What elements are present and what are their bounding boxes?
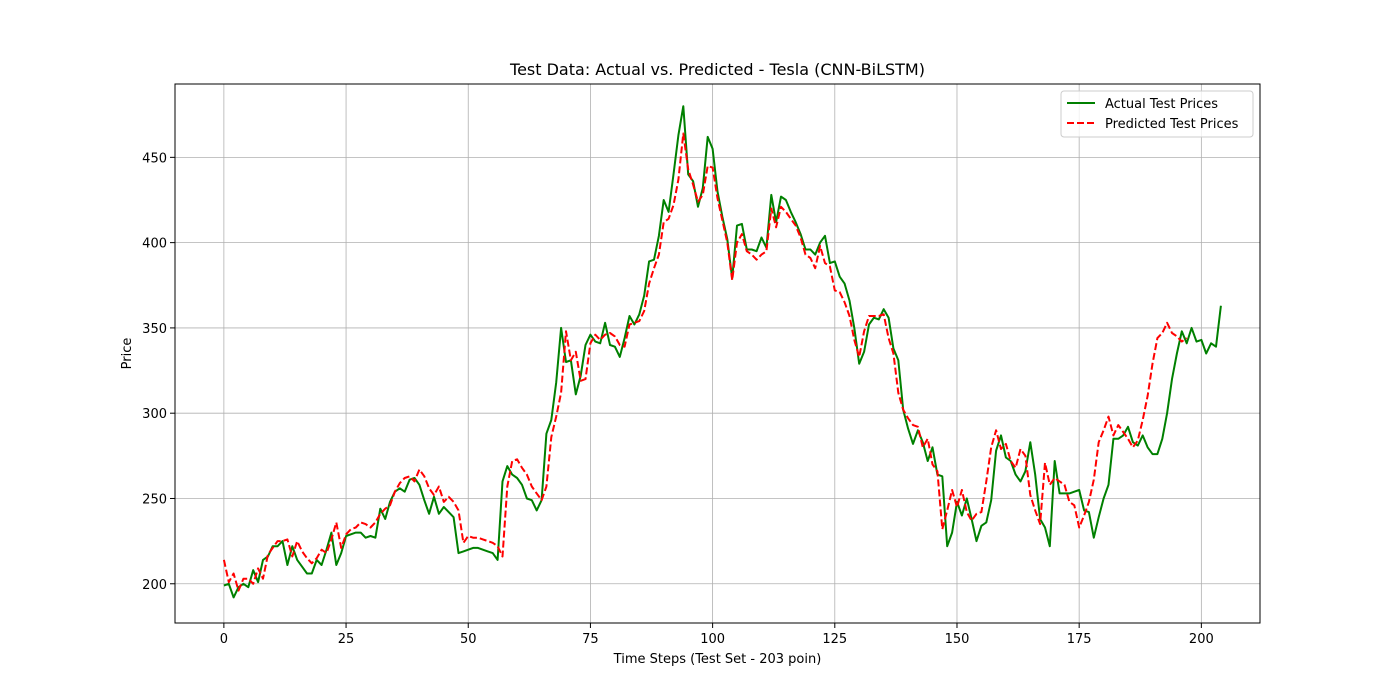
x-tick-label: 0 (220, 632, 228, 647)
legend: Actual Test Prices Predicted Test Prices (1060, 90, 1254, 138)
chart-title: Test Data: Actual vs. Predicted - Tesla … (509, 60, 925, 79)
x-tick-label: 200 (1189, 632, 1214, 647)
series-layer (222, 105, 1222, 599)
plot-area-background (175, 84, 1260, 623)
y-tick-label: 200 (142, 578, 167, 593)
x-tick-label: 75 (582, 632, 599, 647)
x-tick-label: 175 (1067, 632, 1092, 647)
x-tick-label: 25 (338, 632, 355, 647)
x-axis-label: Time Steps (Test Set - 203 poin) (613, 652, 822, 667)
legend-label: Predicted Test Prices (1105, 117, 1239, 132)
x-tick-label: 125 (822, 632, 847, 647)
x-tick-label: 50 (460, 632, 477, 647)
axis-ticks: 0 25 50 75 100 125 150 175 200 200 250 300 350 400 450 (142, 151, 1214, 647)
predicted-series-line (222, 132, 1188, 592)
y-tick-label: 250 (142, 492, 167, 507)
grid-lines (175, 84, 1260, 623)
legend-label: Actual Test Prices (1105, 97, 1218, 112)
x-tick-label: 100 (700, 632, 725, 647)
x-tick-label: 150 (945, 632, 970, 647)
y-tick-label: 450 (142, 151, 167, 166)
y-tick-label: 400 (142, 237, 167, 252)
legend-box (1060, 90, 1254, 138)
y-axis-label: Price (120, 338, 135, 370)
plot-area-frame (174, 83, 1261, 624)
y-tick-label: 300 (142, 407, 167, 422)
y-tick-label: 350 (142, 322, 167, 337)
